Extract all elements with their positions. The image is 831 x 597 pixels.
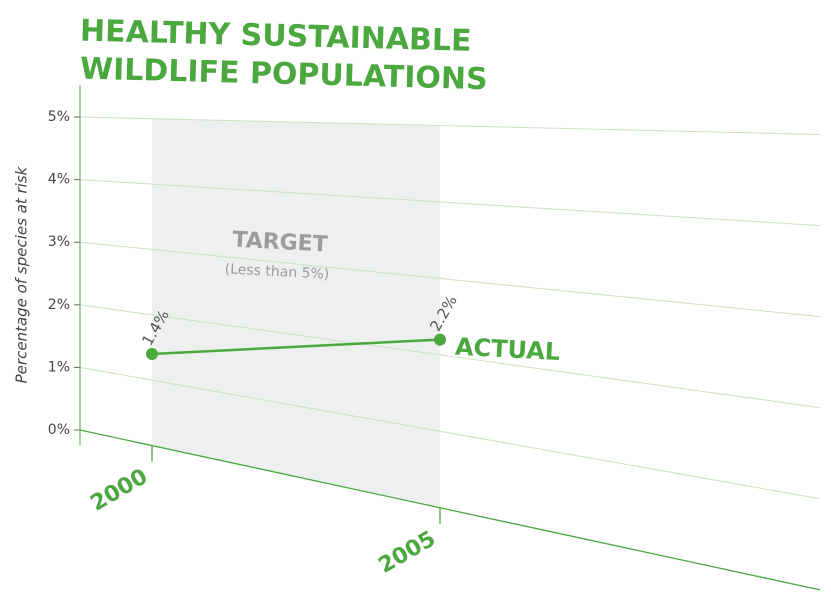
target-note: (Less than 5%) bbox=[224, 261, 329, 282]
grid-line bbox=[79, 429, 821, 591]
grid-line bbox=[79, 179, 821, 227]
y-tick-label: 1% bbox=[48, 359, 70, 375]
y-tick-label: 4% bbox=[48, 172, 70, 188]
point bbox=[146, 348, 158, 361]
y-axis-label: Percentage of species at risk bbox=[13, 165, 31, 383]
x-tick-label: 2005 bbox=[374, 527, 440, 579]
chart-title: WILDLIFE POPULATIONS bbox=[80, 52, 488, 98]
grid-line bbox=[79, 366, 821, 500]
target-region bbox=[152, 118, 440, 508]
x-tick-label: 2000 bbox=[86, 464, 152, 516]
legend-label: ACTUAL bbox=[454, 333, 561, 366]
line bbox=[151, 338, 441, 356]
chart-title: HEALTHY SUSTAINABLE bbox=[80, 14, 472, 59]
grid-line bbox=[79, 304, 821, 409]
point bbox=[434, 333, 446, 346]
target-label: TARGET bbox=[232, 228, 329, 258]
y-tick-label: 3% bbox=[48, 234, 70, 250]
grid-line bbox=[79, 241, 821, 318]
y-tick-label: 5% bbox=[48, 109, 70, 125]
grid-line bbox=[79, 116, 821, 136]
y-tick-label: 2% bbox=[48, 297, 70, 313]
y-tick-label: 0% bbox=[48, 422, 70, 438]
